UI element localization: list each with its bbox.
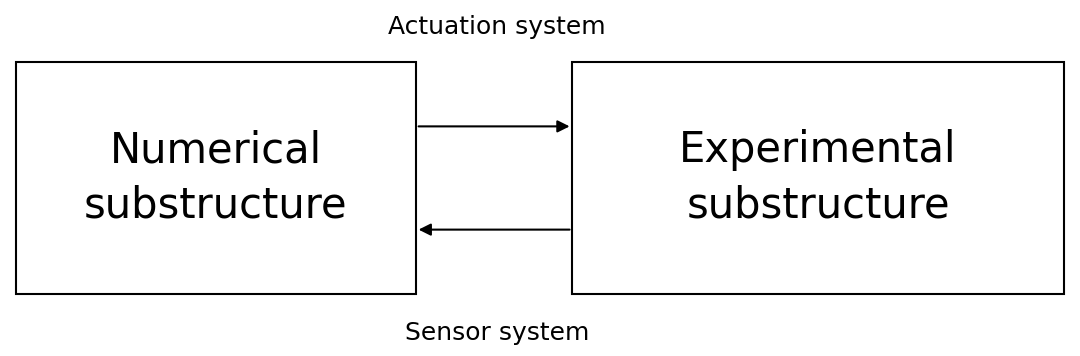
Text: Sensor system: Sensor system (405, 321, 589, 345)
Text: Actuation system: Actuation system (388, 15, 606, 39)
Bar (16, 62, 416, 294)
Text: Numerical
substructure: Numerical substructure (84, 129, 348, 227)
Text: Experimental
substructure: Experimental substructure (679, 129, 957, 227)
Bar (572, 62, 1064, 294)
